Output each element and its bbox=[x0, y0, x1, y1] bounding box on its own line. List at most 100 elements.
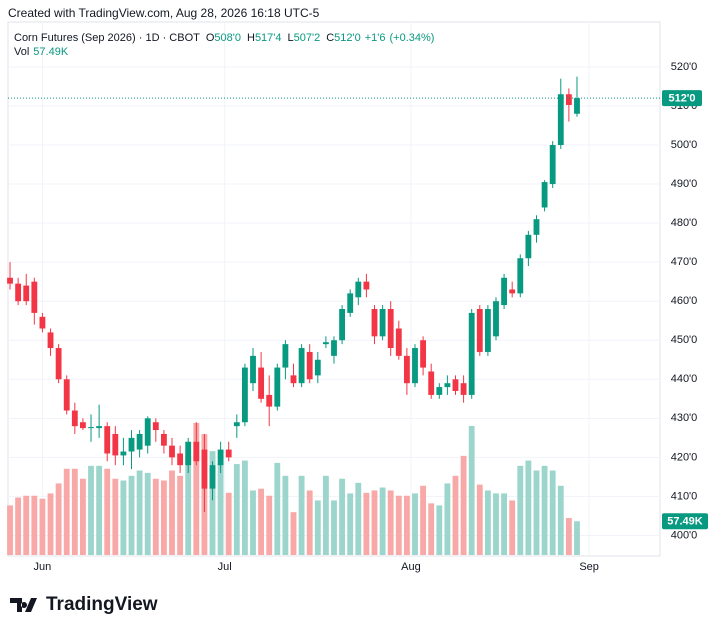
candle-body bbox=[290, 375, 297, 384]
volume-value: 57.49K bbox=[33, 46, 69, 58]
plot-frame bbox=[7, 21, 661, 557]
x-tick-label: Jun bbox=[34, 561, 52, 573]
candle-body bbox=[347, 293, 354, 313]
candle-body bbox=[533, 219, 540, 235]
y-tick-label: 430'0 bbox=[671, 412, 698, 424]
candle-body bbox=[47, 332, 54, 349]
x-tick-label: Jul bbox=[218, 561, 232, 573]
candle-body bbox=[15, 283, 22, 302]
candle-body bbox=[574, 98, 580, 114]
candle-body bbox=[169, 445, 175, 458]
legend-key: O bbox=[205, 32, 215, 44]
volume-bar bbox=[509, 500, 516, 555]
volume-bar bbox=[557, 485, 564, 555]
volume-bar bbox=[7, 505, 13, 555]
candle-body bbox=[23, 285, 30, 302]
x-tick-label: Aug bbox=[401, 561, 421, 573]
volume-bar bbox=[387, 490, 394, 555]
candle-body bbox=[541, 182, 548, 208]
logo-text: TradingView bbox=[46, 594, 158, 615]
volume-bar bbox=[63, 468, 70, 555]
y-tick-label: 460'0 bbox=[671, 295, 698, 307]
candle-body bbox=[395, 328, 402, 356]
y-tick-label: 480'0 bbox=[671, 217, 698, 229]
volume-bar bbox=[517, 465, 524, 555]
candle-body bbox=[266, 394, 273, 407]
legend-value: 507'2 bbox=[293, 32, 321, 44]
volume-bar bbox=[444, 483, 451, 555]
legend-value: 508'0 bbox=[214, 32, 241, 44]
legend-low: L507'2 bbox=[286, 31, 321, 45]
candle-body bbox=[371, 309, 378, 337]
legend-change-pct: (+0.34%) bbox=[389, 32, 435, 44]
legend-open: O508'0 bbox=[204, 31, 241, 45]
candle-body bbox=[39, 316, 46, 329]
volume-bar bbox=[225, 492, 232, 555]
volume-badge bbox=[662, 513, 708, 530]
candle-body bbox=[225, 449, 232, 458]
candle-body bbox=[71, 410, 78, 427]
volume-bar bbox=[128, 475, 135, 555]
volume-bar bbox=[15, 497, 22, 555]
volume-bar bbox=[420, 485, 427, 555]
candle-body bbox=[557, 94, 564, 145]
candle-body bbox=[355, 281, 362, 298]
volume-bar bbox=[274, 462, 281, 555]
candle-body bbox=[331, 340, 337, 356]
volume-bar bbox=[501, 493, 508, 555]
volume-bar bbox=[241, 460, 248, 555]
logo bbox=[10, 598, 37, 612]
volume-bar bbox=[185, 455, 192, 555]
legend-value: 512'0 bbox=[334, 32, 361, 44]
volume-bar bbox=[314, 500, 321, 555]
volume-bar bbox=[412, 493, 418, 555]
volume-bar bbox=[468, 425, 475, 555]
volume-bar bbox=[71, 468, 78, 555]
y-tick-label: 470'0 bbox=[671, 256, 698, 268]
legend-high: H517'4 bbox=[245, 31, 282, 45]
legend-key: C bbox=[326, 32, 335, 44]
volume-bar bbox=[258, 488, 265, 555]
candle-body bbox=[387, 309, 394, 349]
y-tick-label: 400'0 bbox=[671, 529, 698, 541]
candle-body bbox=[31, 281, 38, 313]
candle-body bbox=[525, 234, 532, 259]
candle-body bbox=[517, 258, 524, 294]
volume-bar bbox=[574, 521, 580, 555]
volume-bar bbox=[209, 451, 216, 555]
candle-body bbox=[484, 309, 491, 352]
candle-body bbox=[322, 342, 329, 345]
legend-key: L bbox=[287, 32, 294, 44]
candle-body bbox=[314, 359, 321, 376]
candle-body bbox=[452, 379, 459, 391]
volume-bar bbox=[322, 475, 329, 555]
legend-row: Vol 57.49K bbox=[14, 45, 434, 59]
candle-body bbox=[468, 312, 475, 395]
y-tick-label: 500'0 bbox=[671, 139, 698, 151]
legend-value: 517'4 bbox=[254, 32, 282, 44]
candle-body bbox=[209, 465, 216, 489]
volume-bar bbox=[565, 518, 572, 555]
volume-bar bbox=[339, 478, 346, 555]
volume-bar bbox=[104, 468, 111, 555]
candle-body bbox=[152, 422, 159, 431]
candle-body bbox=[565, 94, 572, 105]
candle-body bbox=[96, 426, 103, 429]
volume-bar bbox=[533, 470, 540, 555]
volume-bar bbox=[250, 490, 256, 555]
volume-badge-label: 57.49K bbox=[667, 516, 703, 528]
candle-body bbox=[306, 351, 313, 380]
header: Created with TradingView.com, Aug 28, 20… bbox=[8, 6, 320, 20]
y-tick-label: 520'0 bbox=[671, 61, 698, 73]
volume-bar bbox=[403, 495, 410, 555]
candle-body bbox=[420, 340, 427, 368]
volume-bar bbox=[23, 495, 30, 555]
volume-bar bbox=[306, 490, 313, 555]
volume-bar bbox=[112, 478, 119, 555]
candle-body bbox=[177, 453, 184, 466]
volume-bar bbox=[144, 472, 151, 555]
volume-bar bbox=[347, 493, 354, 555]
volume-bar bbox=[371, 490, 378, 555]
